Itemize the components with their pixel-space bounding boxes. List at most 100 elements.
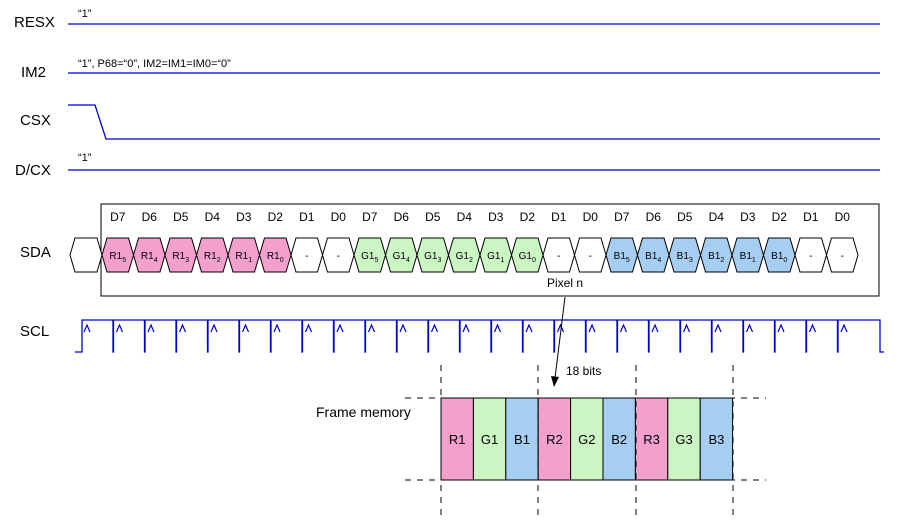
bit-header: D1: [803, 210, 819, 224]
frame-memory-cell-label: B1: [514, 432, 530, 447]
bit-header: D7: [614, 210, 630, 224]
scl-rising-edge-arrow: [588, 323, 596, 333]
frame-memory-cell: [570, 397, 604, 481]
sda-lead-cell: [69, 237, 103, 273]
scl-rising-edge-arrow: [556, 323, 565, 333]
sda-cell-label: -: [589, 251, 592, 262]
sda-cell-label: -: [305, 251, 308, 262]
bit-header: D0: [582, 210, 598, 224]
bit-header: D2: [267, 210, 283, 224]
frame-memory-cell-label: B3: [708, 432, 724, 447]
sda-cell-label: B11: [740, 251, 756, 264]
scl-rising-edge-arrow: [682, 323, 691, 333]
dcx-note: “1”: [78, 152, 92, 164]
bit-header: D4: [708, 210, 724, 224]
dcx-label: D/CX: [15, 162, 51, 179]
scl-waveform: [75, 319, 884, 353]
bit-header: D3: [236, 210, 252, 224]
frame-memory-cell-label: G3: [675, 432, 692, 447]
scl-rising-edge-arrow: [273, 323, 281, 333]
scl-label: SCL: [20, 323, 50, 340]
frame-memory-cell-label: B2: [611, 432, 627, 447]
sda-cell-label: R15: [109, 251, 126, 264]
scl-rising-edge-arrow: [777, 323, 785, 333]
frame-memory-cell: [602, 397, 636, 481]
scl-rising-edge-arrow: [83, 323, 91, 333]
bit-header: D3: [488, 210, 504, 224]
sda-cell-label: G15: [361, 251, 378, 264]
bit-header: D5: [677, 210, 693, 224]
bit-header: D4: [204, 210, 220, 224]
sda-cell-label: B14: [645, 251, 661, 264]
scl-rising-edge-arrow: [493, 323, 502, 333]
sda-cell-label: -: [809, 251, 812, 262]
scl-rising-edge-arrow: [147, 323, 155, 333]
frame-memory-cell-label: G1: [481, 432, 498, 447]
scl-rising-edge-arrow: [367, 323, 376, 333]
scl-rising-edge-arrow: [210, 323, 218, 333]
sda-cell-label: G10: [519, 251, 536, 264]
data-arrow-head: [551, 376, 559, 387]
scl-rising-edge-arrow: [714, 323, 722, 333]
sda-cell-label: B15: [614, 251, 630, 264]
frame-memory-cell-label: G2: [578, 432, 595, 447]
sda-cell-label: R13: [172, 251, 189, 264]
sda-cell-label: B13: [677, 251, 693, 264]
scl-rising-edge-arrow: [241, 323, 250, 333]
frame-memory-title: Frame memory: [316, 404, 411, 420]
frame-memory-cell: [505, 397, 539, 481]
sda-cell-label: G13: [424, 251, 441, 264]
sda-cell-label: B10: [771, 251, 787, 264]
bit-header: D0: [834, 210, 850, 224]
sda-cells: R15 R14 R13 R12 R11 R10 - - G15 G14 G13 G12 G11 G10 - -…: [69, 237, 859, 273]
bit-header: D7: [110, 210, 126, 224]
bit-header: D2: [519, 210, 535, 224]
frame-memory-cell: [667, 397, 701, 481]
scl-rising-edge-arrow: [336, 323, 344, 333]
scl-rising-edge-arrow: [619, 323, 628, 333]
bit-header: D1: [551, 210, 567, 224]
sda-cell-label: G11: [487, 251, 504, 264]
sda-label: SDA: [20, 244, 51, 261]
frame-memory-cell-label: R1: [449, 432, 466, 447]
scl-rising-edge-arrow: [840, 323, 848, 333]
bit-header: D5: [425, 210, 441, 224]
resx-label: RESX: [14, 14, 55, 31]
bit-header: D0: [330, 210, 346, 224]
im2-label: IM2: [21, 64, 47, 81]
sda-cell-label: B12: [708, 251, 724, 264]
sda-cell-label: G12: [456, 251, 473, 264]
pixel-label: Pixel n: [547, 276, 584, 290]
sda-cell-label: -: [337, 251, 340, 262]
bit-header: D1: [299, 210, 315, 224]
scl-rising-edge-arrow: [115, 323, 124, 333]
frame-memory: R1 G1 B1 R2 G2 B2 R3 G3 B3: [405, 365, 766, 518]
frame-memory-cell-label: R3: [643, 432, 660, 447]
scl-rising-edge-arrow: [651, 323, 659, 333]
sda-cell-label: R10: [267, 251, 284, 264]
sda-cell-label: R14: [141, 251, 158, 264]
bit-header: D6: [141, 210, 157, 224]
scl-rising-edge-arrow: [462, 323, 470, 333]
sda-cell: [825, 237, 859, 273]
scl-rising-edge-arrow: [430, 323, 439, 333]
scl-rising-edge-arrow: [178, 323, 187, 333]
bit-header: D7: [362, 210, 378, 224]
sda-cell-label: -: [841, 251, 844, 262]
csx-label: CSX: [20, 112, 51, 129]
frame-memory-cell-label: R2: [546, 432, 563, 447]
bit-header: D4: [456, 210, 472, 224]
sda-cell-label: R12: [204, 251, 221, 264]
im2-note: “1”, P68=“0”, IM2=IM1=IM0=“0”: [78, 58, 231, 70]
bit-header: D3: [740, 210, 756, 224]
sda-cell-label: R11: [235, 251, 252, 264]
sda-cell-label: G14: [393, 251, 410, 264]
scl-clock: [75, 319, 884, 353]
scl-rising-edge-arrow: [525, 323, 533, 333]
scl-rising-edge-arrow: [745, 323, 754, 333]
sda-cell-label: -: [557, 251, 560, 262]
bit-header: D5: [173, 210, 189, 224]
bit-header: D6: [393, 210, 409, 224]
